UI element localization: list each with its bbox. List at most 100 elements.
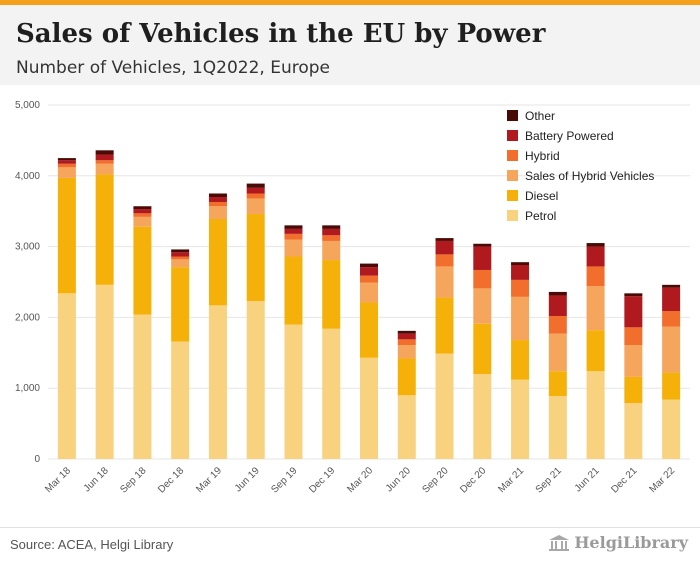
bar-stack[interactable] <box>95 150 114 459</box>
bar-segment[interactable] <box>548 371 567 396</box>
bar-segment[interactable] <box>586 330 605 372</box>
bar-segment[interactable] <box>511 262 530 266</box>
bar-segment[interactable] <box>435 353 454 459</box>
helgi-library-logo[interactable]: HelgiLibrary <box>548 533 688 552</box>
bar-segment[interactable] <box>548 291 567 296</box>
bar-segment[interactable] <box>133 216 152 227</box>
bar-segment[interactable] <box>322 328 341 459</box>
bar-segment[interactable] <box>284 228 303 234</box>
bar-segment[interactable] <box>208 206 227 219</box>
bar-segment[interactable] <box>284 225 303 229</box>
bar-stack[interactable] <box>473 243 492 459</box>
bar-segment[interactable] <box>57 158 76 161</box>
bar-segment[interactable] <box>284 256 303 325</box>
bar-segment[interactable] <box>435 254 454 267</box>
bar-stack[interactable] <box>511 262 530 459</box>
bar-segment[interactable] <box>511 265 530 280</box>
bar-segment[interactable] <box>548 295 567 316</box>
bar-segment[interactable] <box>511 279 530 297</box>
bar-segment[interactable] <box>397 333 416 340</box>
bar-segment[interactable] <box>95 174 114 285</box>
legend-item[interactable]: Sales of Hybrid Vehicles <box>507 169 654 183</box>
bar-stack[interactable] <box>284 225 303 459</box>
bar-segment[interactable] <box>208 218 227 306</box>
legend-item[interactable]: Other <box>507 109 555 123</box>
bar-stack[interactable] <box>133 206 152 459</box>
bar-stack[interactable] <box>208 193 227 460</box>
bar-segment[interactable] <box>662 326 681 373</box>
bar-segment[interactable] <box>360 282 378 303</box>
bar-segment[interactable] <box>586 286 605 331</box>
bar-segment[interactable] <box>57 167 76 178</box>
bar-segment[interactable] <box>435 238 454 241</box>
bar-segment[interactable] <box>662 287 681 312</box>
bar-segment[interactable] <box>246 198 265 215</box>
legend-item[interactable]: Diesel <box>507 189 558 203</box>
bar-segment[interactable] <box>624 376 643 404</box>
bar-segment[interactable] <box>208 201 227 207</box>
bar-segment[interactable] <box>662 284 681 288</box>
bar-stack[interactable] <box>57 158 76 459</box>
bar-segment[interactable] <box>397 358 416 396</box>
bar-segment[interactable] <box>57 293 76 459</box>
bar-stack[interactable] <box>171 249 190 459</box>
bar-segment[interactable] <box>208 193 227 198</box>
bar-segment[interactable] <box>511 296 530 341</box>
bar-segment[interactable] <box>662 372 681 400</box>
bar-stack[interactable] <box>624 293 643 459</box>
bar-segment[interactable] <box>284 233 303 240</box>
bar-stack[interactable] <box>586 243 605 459</box>
legend-item[interactable]: Battery Powered <box>507 129 614 143</box>
bar-segment[interactable] <box>397 330 416 334</box>
bar-segment[interactable] <box>435 297 454 354</box>
bar-segment[interactable] <box>246 187 265 194</box>
bar-segment[interactable] <box>246 193 265 199</box>
bar-segment[interactable] <box>171 252 190 257</box>
bar-segment[interactable] <box>473 246 492 270</box>
bar-segment[interactable] <box>360 267 378 276</box>
bar-segment[interactable] <box>548 333 567 372</box>
bar-segment[interactable] <box>246 183 265 188</box>
bar-segment[interactable] <box>662 311 681 327</box>
bar-segment[interactable] <box>322 260 341 329</box>
bar-stack[interactable] <box>435 238 454 459</box>
bar-segment[interactable] <box>511 379 530 459</box>
legend-item[interactable]: Hybrid <box>507 149 560 163</box>
bar-segment[interactable] <box>208 197 227 202</box>
bar-segment[interactable] <box>473 269 492 289</box>
bar-segment[interactable] <box>548 315 567 334</box>
bar-segment[interactable] <box>435 266 454 298</box>
bar-segment[interactable] <box>322 240 341 261</box>
bar-segment[interactable] <box>586 246 605 267</box>
bar-segment[interactable] <box>171 249 190 253</box>
bar-stack[interactable] <box>397 330 416 459</box>
bar-segment[interactable] <box>171 267 190 342</box>
bar-segment[interactable] <box>95 284 114 459</box>
bar-segment[interactable] <box>246 214 265 302</box>
bar-stack[interactable] <box>548 291 567 459</box>
bar-segment[interactable] <box>57 160 76 164</box>
bar-segment[interactable] <box>397 339 416 346</box>
bar-segment[interactable] <box>133 209 152 214</box>
bar-segment[interactable] <box>360 263 378 268</box>
bar-segment[interactable] <box>360 357 378 459</box>
bar-segment[interactable] <box>171 256 190 260</box>
bar-segment[interactable] <box>548 395 567 459</box>
bar-segment[interactable] <box>586 243 605 247</box>
bar-segment[interactable] <box>662 399 681 459</box>
bar-segment[interactable] <box>322 228 341 236</box>
bar-segment[interactable] <box>284 324 303 459</box>
bar-segment[interactable] <box>133 314 152 459</box>
bar-segment[interactable] <box>473 374 492 459</box>
bar-segment[interactable] <box>473 323 492 375</box>
legend-item[interactable]: Petrol <box>507 209 556 223</box>
bar-segment[interactable] <box>322 235 341 241</box>
bar-segment[interactable] <box>360 275 378 283</box>
bar-segment[interactable] <box>397 345 416 359</box>
bar-segment[interactable] <box>473 288 492 324</box>
bar-segment[interactable] <box>473 243 492 247</box>
bar-segment[interactable] <box>208 305 227 459</box>
bar-stack[interactable] <box>360 263 378 459</box>
bar-segment[interactable] <box>284 239 303 257</box>
bar-segment[interactable] <box>95 163 114 175</box>
